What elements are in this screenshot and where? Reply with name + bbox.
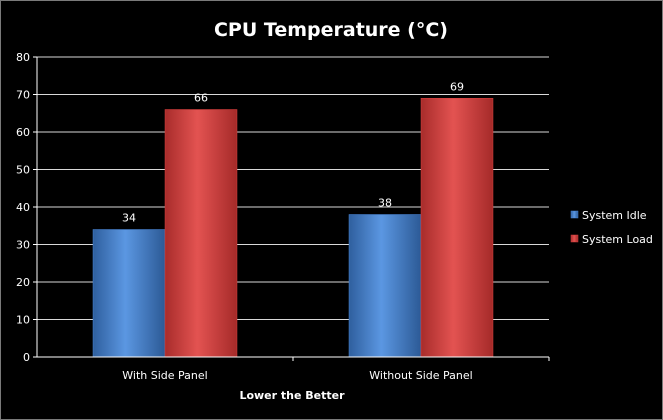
data-label: 38 — [378, 197, 392, 210]
bars — [92, 98, 494, 358]
x-axis-tick-labels: With Side Panel Without Side Panel — [122, 369, 472, 382]
bar-system-load — [164, 109, 238, 358]
y-tick-label: 0 — [23, 351, 30, 364]
axes — [36, 57, 550, 361]
legend-label: System Load — [582, 233, 653, 246]
legend-label: System Idle — [582, 209, 647, 222]
y-tick-label: 30 — [16, 239, 30, 252]
data-labels: 34 66 38 69 — [122, 80, 464, 224]
bar-system-load — [420, 98, 494, 358]
y-tick-label: 20 — [16, 276, 30, 289]
data-label: 34 — [122, 212, 136, 225]
y-axis-tick-labels: 0 10 20 30 40 50 60 70 80 — [16, 51, 30, 364]
y-tick-label: 10 — [16, 314, 30, 327]
bar-system-idle — [92, 229, 166, 358]
x-tick-label: Without Side Panel — [369, 369, 472, 382]
legend: System Idle System Load — [570, 209, 653, 246]
data-label: 66 — [194, 92, 208, 105]
x-axis-title: Lower the Better — [239, 389, 345, 402]
legend-swatch — [570, 210, 579, 219]
y-tick-label: 60 — [16, 126, 30, 139]
y-tick-label: 80 — [16, 51, 30, 64]
bar-system-idle — [348, 214, 422, 358]
y-tick-label: 70 — [16, 89, 30, 102]
y-tick-label: 50 — [16, 164, 30, 177]
data-label: 69 — [450, 80, 464, 93]
chart-title: CPU Temperature (°C) — [214, 19, 448, 41]
y-tick-label: 40 — [16, 201, 30, 214]
legend-swatch — [570, 234, 579, 243]
x-tick-label: With Side Panel — [122, 369, 207, 382]
